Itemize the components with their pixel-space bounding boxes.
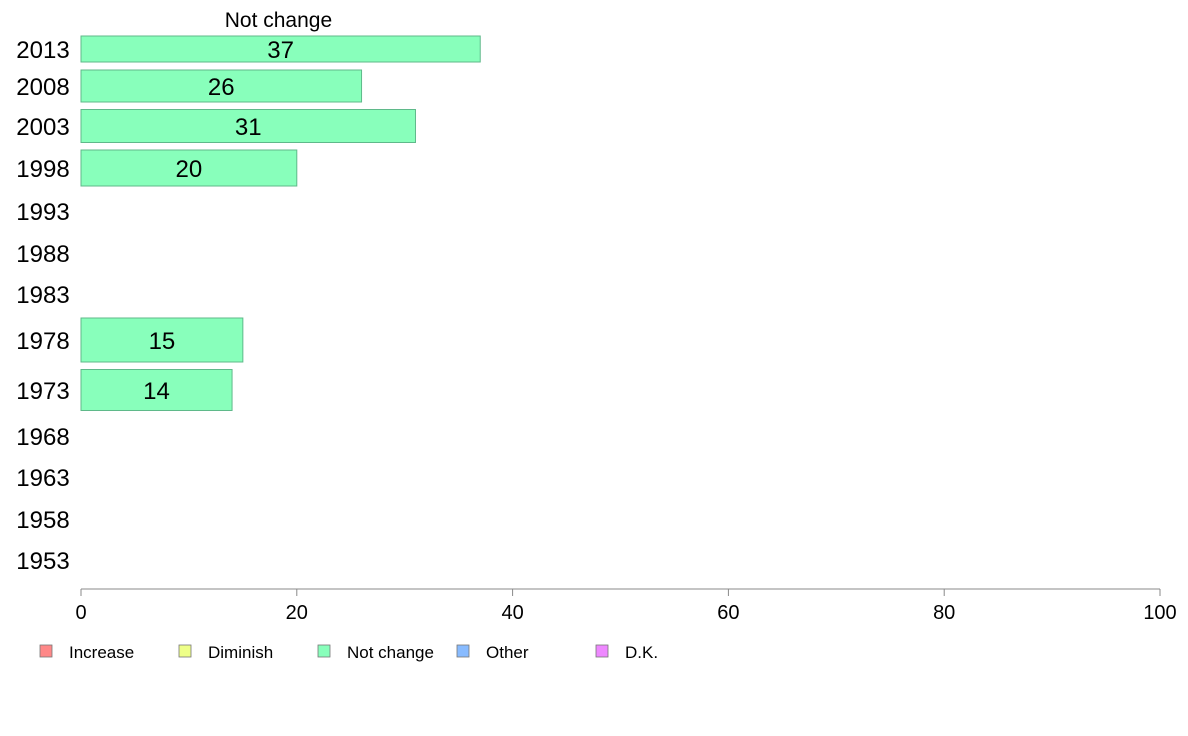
y-tick-label: 1958 [16,507,69,534]
x-tick-label: 20 [286,602,308,624]
legend-swatch [456,644,470,658]
legend-label: Not change [347,643,434,662]
panel-title: Not change [225,9,332,32]
x-tick-label: 0 [75,602,86,624]
data-label: 26 [208,74,235,101]
data-label: 14 [143,378,170,405]
y-tick-label: 1973 [16,378,69,405]
legend-swatch [595,644,609,658]
data-label: 15 [149,328,176,355]
y-tick-label: 1998 [16,156,69,183]
bar [80,369,233,411]
legend-item: Diminish [178,643,273,662]
y-tick-label: 1963 [16,465,69,492]
data-label: 20 [176,156,203,183]
y-tick-label: 2003 [16,114,69,141]
legend-item: Not change [317,643,434,662]
legend-swatch [317,644,331,658]
legend-item: Other [456,643,529,662]
bar [80,149,298,187]
legend-item: D.K. [595,643,658,662]
y-tick-label: 2008 [16,74,69,101]
y-tick-label: 1993 [16,199,69,226]
y-tick-label: 2013 [16,37,69,64]
legend: Increase Diminish Not change Other D.K. [39,643,658,662]
data-label: 37 [267,37,294,64]
data-label: 31 [235,114,262,141]
y-tick-label: 1968 [16,424,69,451]
y-tick-label: 1978 [16,328,69,355]
legend-label: D.K. [625,643,658,662]
x-axis-ticks: 0 20 40 60 80 100 [75,589,1177,624]
legend-label: Increase [69,643,134,662]
bar [80,69,363,103]
legend-label: Other [486,643,529,662]
bar [80,317,244,363]
x-tick-label: 60 [717,602,739,624]
legend-swatch [178,644,192,658]
x-tick-label: 40 [501,602,523,624]
x-tick-label: 100 [1143,602,1176,624]
legend-label: Diminish [208,643,273,662]
y-tick-label: 1983 [16,282,69,309]
y-tick-label: 1953 [16,548,69,575]
legend-item: Increase [39,643,134,662]
bar [80,109,416,143]
x-tick-label: 80 [933,602,955,624]
y-axis-labels: 2013 2008 2003 1998 1993 1988 1983 1978 1973 1968… [16,37,69,575]
legend-swatch [39,644,53,658]
bar [80,35,481,63]
y-tick-label: 1988 [16,241,69,268]
